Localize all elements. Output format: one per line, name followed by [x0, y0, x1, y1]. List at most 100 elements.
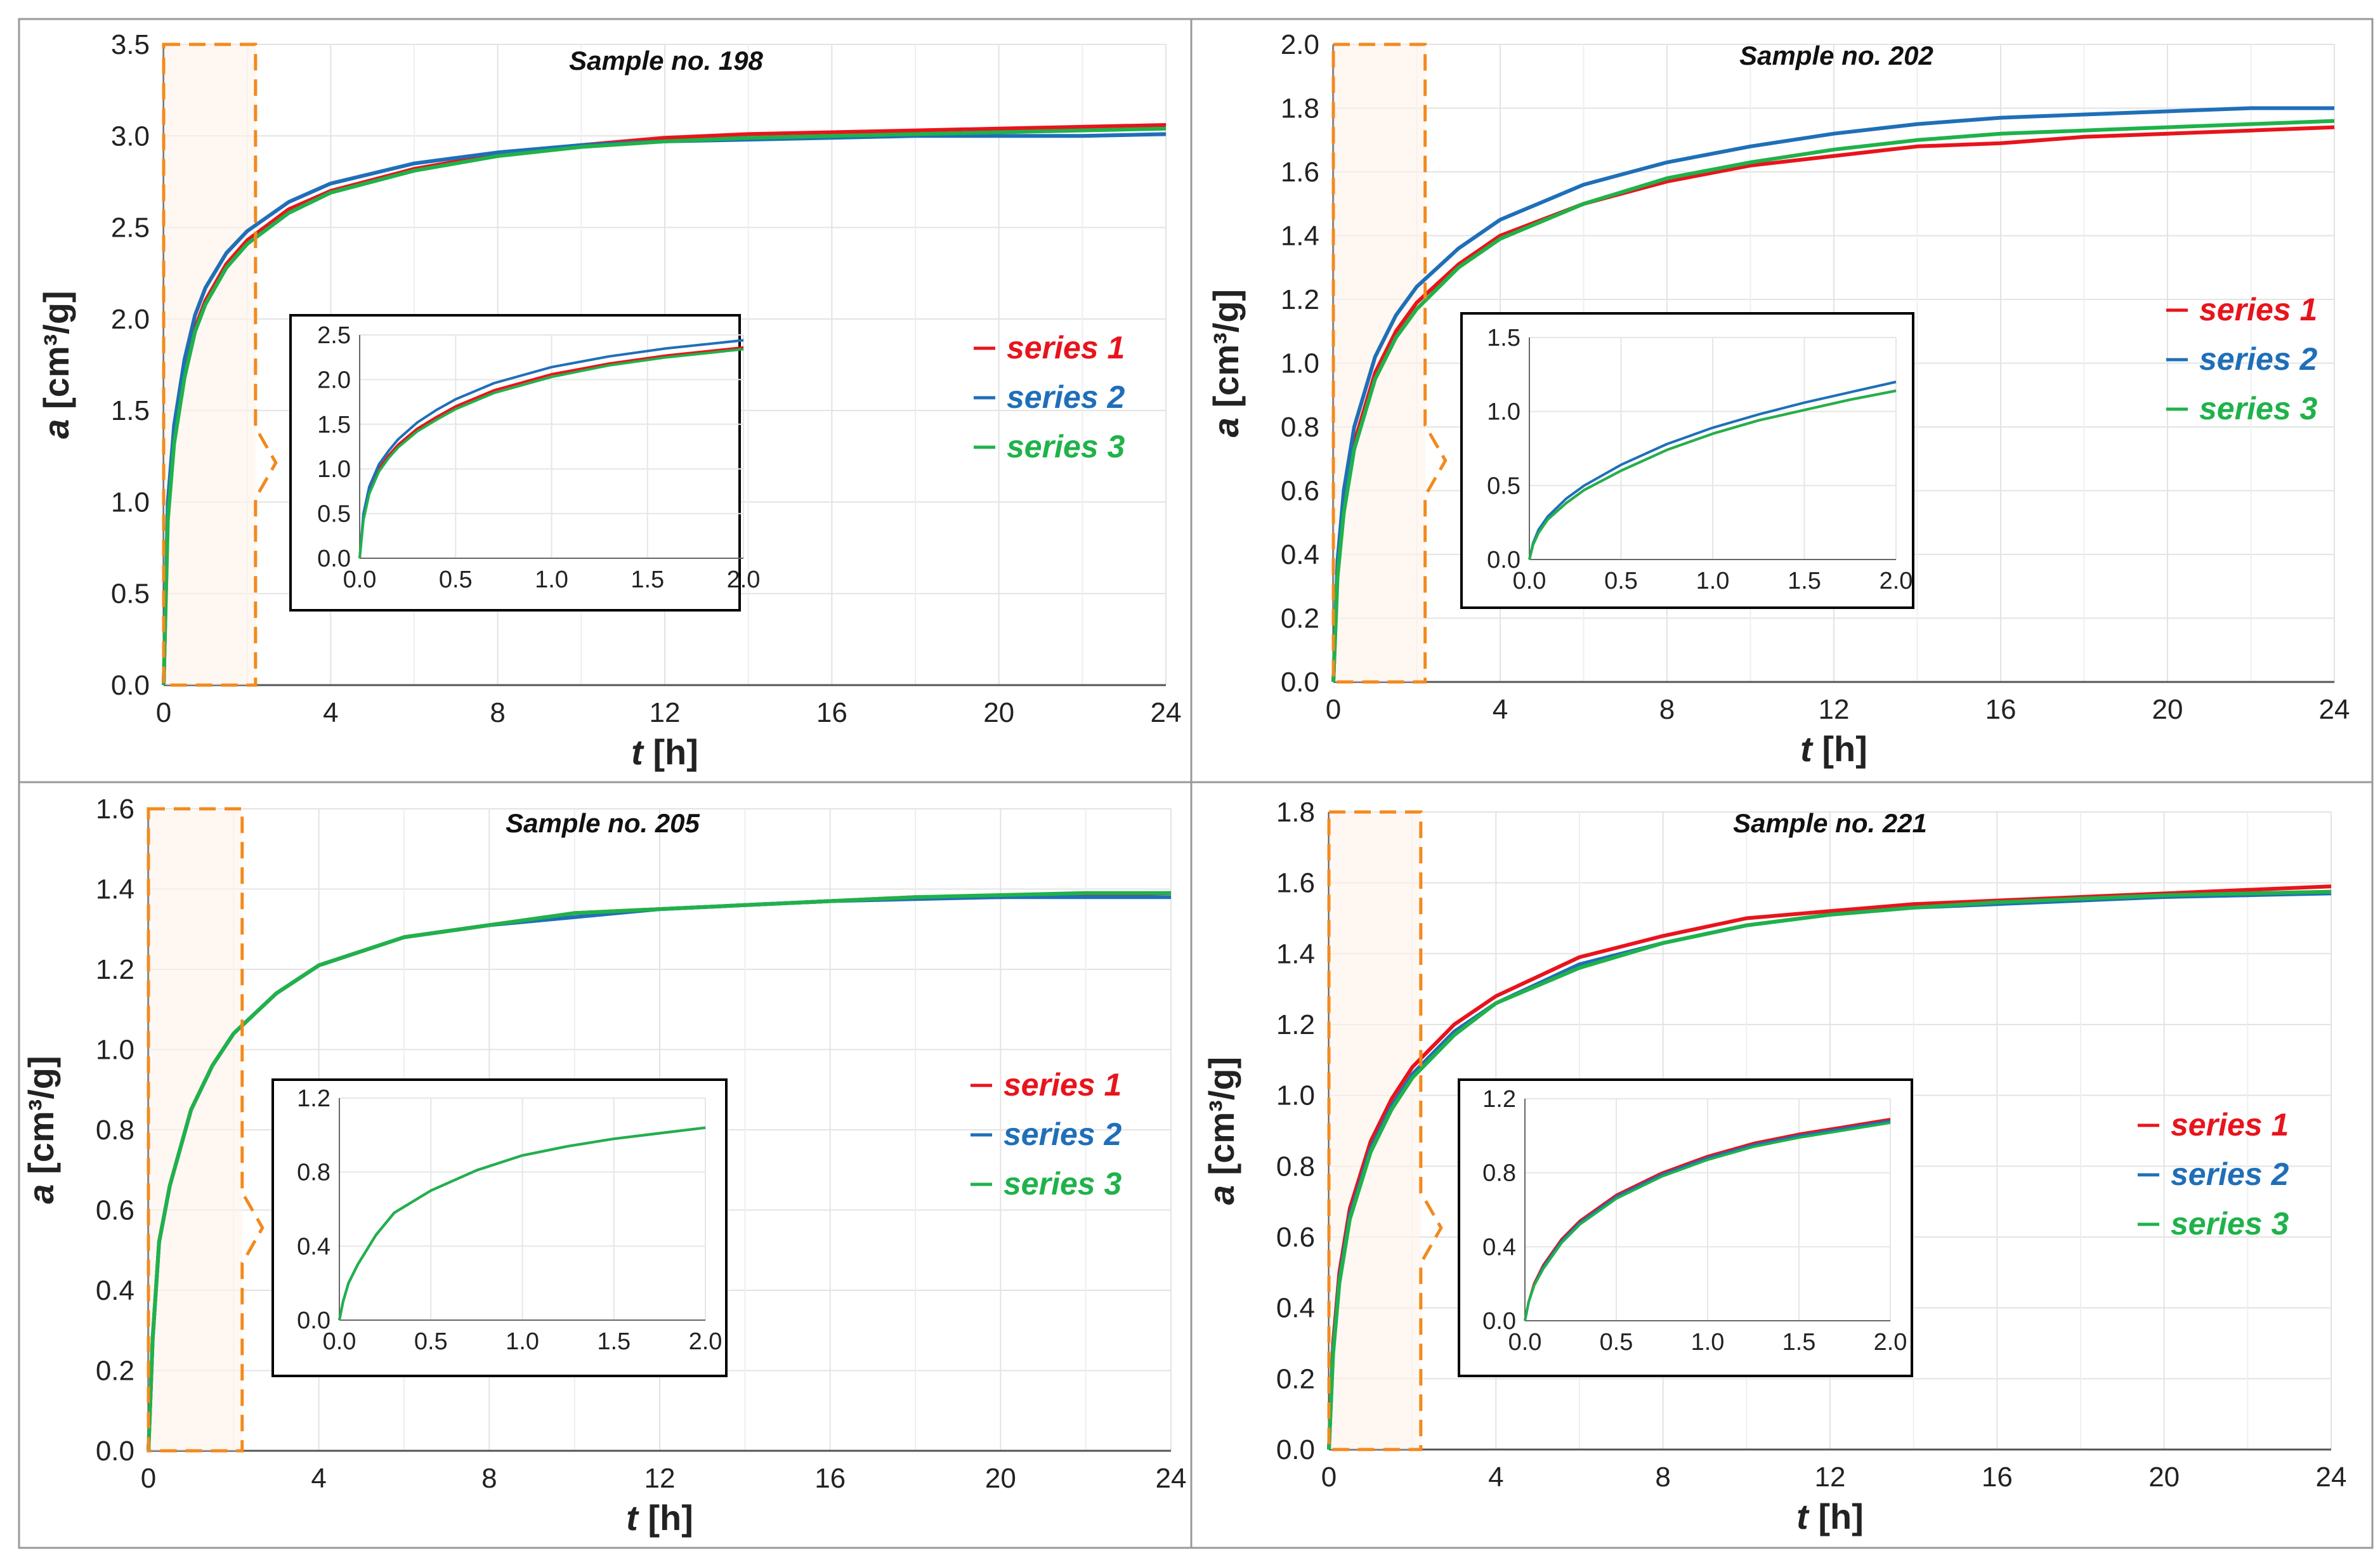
inset-x-tick-label: 0.5 — [439, 566, 473, 593]
y-tick-label: 1.0 — [111, 487, 150, 518]
x-axis-unit: [h] — [638, 1498, 693, 1538]
inset-series-line-3 — [338, 1126, 706, 1321]
inset-y-tick-label: 0.4 — [1482, 1234, 1516, 1260]
x-axis-var: t — [1796, 1496, 1810, 1536]
x-tick-label: 16 — [814, 1463, 846, 1494]
inset-x-tick-label: 2.0 — [1880, 568, 1913, 594]
y-tick-label: 0.8 — [1281, 412, 1319, 443]
x-tick-label: 4 — [323, 697, 338, 728]
x-axis-unit: [h] — [1808, 1496, 1864, 1536]
y-tick-label: 0.8 — [1276, 1151, 1315, 1182]
inset-x-tick-label: 1.5 — [597, 1328, 631, 1355]
y-tick-label: 0.0 — [1281, 667, 1319, 698]
y-axis-unit: [cm³/g] — [36, 291, 76, 419]
x-tick-label: 20 — [983, 697, 1014, 728]
inset-x-tick-label: 1.5 — [1788, 568, 1821, 594]
legend-label-1: series 1 — [2199, 292, 2317, 327]
inset-x-tick-label: 0.0 — [343, 566, 377, 593]
y-tick-label: 0.4 — [96, 1275, 134, 1306]
x-axis-label: t [h] — [1796, 1496, 1864, 1536]
inset-y-tick-label: 1.2 — [1482, 1086, 1516, 1113]
inset-y-tick-label: 0.0 — [1487, 547, 1520, 573]
highlight-fill — [164, 44, 256, 685]
inset-x-tick-label: 2.0 — [689, 1328, 723, 1355]
panel-4: 0.0 0.2 0.4 0.6 0.8 1.0 1.2 1.4 1.6 1.8 0 4 8 12 16 20 2… — [1201, 797, 2346, 1536]
inset-x-tick-label: 1.0 — [1696, 568, 1730, 594]
inset-y-tick-label: 1.0 — [317, 456, 351, 483]
inset-frame — [289, 314, 741, 612]
x-tick-label: 24 — [1151, 697, 1182, 728]
y-axis-label: a [cm³/g] — [36, 291, 76, 438]
y-tick-label: 1.4 — [1276, 938, 1315, 969]
inset-x-tick-label: 0.0 — [323, 1328, 356, 1355]
inset-y-tick-label: 0.5 — [1487, 473, 1520, 499]
inset-y-tick-label: 1.0 — [1487, 399, 1520, 426]
inset-y-tick-label: 1.5 — [317, 412, 351, 438]
inset-y-tick-label: 0.8 — [1482, 1160, 1516, 1187]
y-tick-label: 0.6 — [96, 1195, 134, 1226]
x-tick-label: 8 — [490, 697, 505, 728]
x-tick-label: 24 — [1156, 1463, 1187, 1494]
inset-y-tick-label: 0.0 — [297, 1307, 330, 1334]
y-tick-label: 0.5 — [111, 579, 150, 610]
x-tick-label: 20 — [2148, 1462, 2180, 1493]
inset-x-tick-label: 0.0 — [1508, 1329, 1542, 1356]
y-tick-label: 1.0 — [1276, 1080, 1315, 1111]
y-tick-label: 1.5 — [111, 395, 150, 426]
x-tick-label: 0 — [156, 697, 171, 728]
y-tick-label: 0.0 — [96, 1436, 134, 1467]
x-axis-label: t [h] — [626, 1498, 693, 1538]
legend-label-2: series 2 — [2171, 1156, 2289, 1192]
inset-chart: 0.0 0.5 1.0 1.5 2.0 2.5 0.0 0.5 1.0 1.5 2.0 — [289, 314, 760, 612]
inset-frame — [271, 1078, 728, 1377]
y-tick-label: 2.5 — [111, 213, 150, 244]
y-axis-label: a [cm³/g] — [21, 1056, 61, 1203]
inset-x-tick-label: 0.0 — [1513, 568, 1546, 594]
legend-label-3: series 3 — [1007, 429, 1125, 464]
y-tick-label: 2.0 — [1281, 29, 1319, 60]
y-tick-label: 3.0 — [111, 121, 150, 152]
inset-y-tick-label: 0.0 — [1482, 1308, 1516, 1335]
y-tick-label: 2.0 — [111, 304, 150, 335]
highlight-fill — [148, 809, 242, 1451]
inset-chart: 0.0 0.4 0.8 1.2 0.0 0.5 1.0 1.5 2.0 — [1458, 1078, 1913, 1377]
inset-x-tick-label: 2.0 — [1874, 1329, 1907, 1356]
y-tick-label: 0.2 — [1281, 603, 1319, 634]
x-tick-label: 12 — [1815, 1462, 1846, 1493]
legend-label-2: series 2 — [1007, 379, 1125, 415]
y-tick-label: 1.4 — [1281, 221, 1319, 252]
y-tick-label: 0.6 — [1276, 1222, 1315, 1253]
y-tick-label: 1.6 — [1276, 868, 1315, 899]
highlight-dashed-box — [147, 807, 265, 1453]
y-tick-label: 0.8 — [96, 1115, 134, 1146]
x-tick-label: 20 — [985, 1463, 1016, 1494]
x-axis-label: t [h] — [631, 732, 698, 772]
y-tick-label: 1.6 — [1281, 157, 1319, 188]
series-line-3 — [1331, 119, 2335, 683]
x-tick-label: 12 — [650, 697, 681, 728]
y-tick-label: 0.4 — [1276, 1293, 1315, 1324]
inset-series-line-3 — [1524, 1121, 1891, 1321]
inset-y-tick-label: 2.0 — [317, 367, 351, 393]
inset-y-tick-label: 0.0 — [317, 546, 351, 572]
highlight-dashed-box — [1327, 810, 1443, 1451]
x-axis-var: t — [631, 732, 644, 772]
inset-x-tick-label: 1.0 — [535, 566, 568, 593]
y-axis-var: a — [21, 1184, 61, 1204]
y-tick-label: 1.6 — [96, 794, 134, 825]
x-axis-var: t — [1800, 729, 1814, 769]
y-axis-label: a [cm³/g] — [1201, 1057, 1241, 1205]
inset-series-line-3 — [1528, 389, 1897, 560]
x-tick-label: 4 — [1488, 1462, 1503, 1493]
x-tick-label: 8 — [481, 1463, 497, 1494]
y-tick-label: 1.2 — [1276, 1009, 1315, 1040]
x-tick-label: 8 — [1655, 1462, 1670, 1493]
y-tick-label: 0.4 — [1281, 539, 1319, 570]
y-tick-label: 1.0 — [96, 1035, 134, 1066]
highlight-dashed-box — [1331, 43, 1448, 684]
inset-series-line-2 — [358, 339, 744, 559]
series-line-3 — [162, 126, 1167, 686]
y-tick-label: 1.4 — [96, 874, 134, 905]
x-axis-unit: [h] — [1812, 729, 1867, 769]
